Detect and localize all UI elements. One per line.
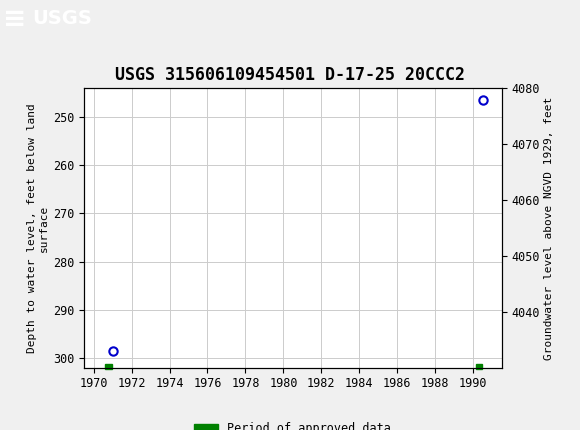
Text: USGS 315606109454501 D-17-25 20CCC2: USGS 315606109454501 D-17-25 20CCC2	[115, 66, 465, 84]
Bar	[106, 364, 112, 369]
Y-axis label: Groundwater level above NGVD 1929, feet: Groundwater level above NGVD 1929, feet	[544, 96, 554, 359]
Legend: Period of approved data: Period of approved data	[190, 418, 396, 430]
Bar	[476, 364, 482, 369]
Text: USGS: USGS	[32, 9, 92, 28]
Y-axis label: Depth to water level, feet below land
surface: Depth to water level, feet below land su…	[27, 103, 49, 353]
Text: ≡: ≡	[3, 5, 26, 33]
